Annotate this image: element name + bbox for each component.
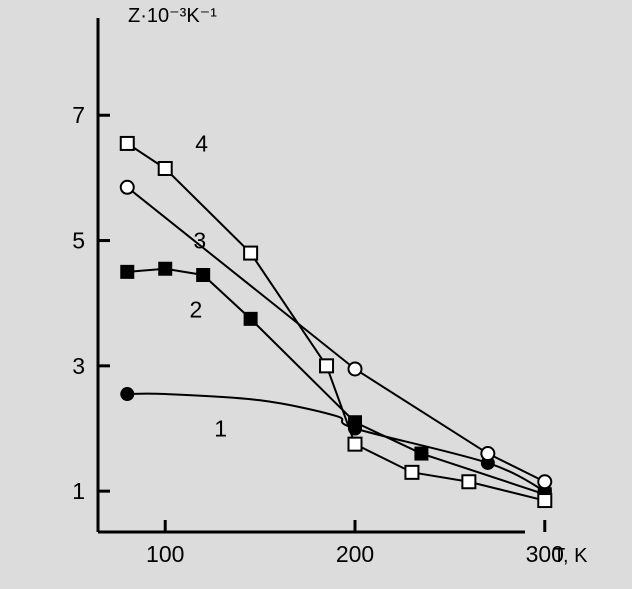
point-2 [243,311,258,326]
point-3 [347,361,363,377]
point-4 [157,160,173,176]
point-4 [461,474,477,490]
point-4 [404,464,420,480]
point-4 [537,493,553,509]
x-axis-title: T, K [553,545,588,567]
curve-label-2: 2 [190,296,203,322]
point-3 [480,446,496,462]
x-tick-label: 200 [336,541,374,567]
y-tick-label: 7 [72,102,85,128]
curve-label-3: 3 [193,228,206,254]
point-4 [319,358,335,374]
series-line-4 [126,142,546,502]
point-4 [347,436,363,452]
y-tick-label: 5 [72,228,85,254]
point-3 [537,474,553,490]
curve-label-1: 1 [214,415,227,441]
point-3 [119,179,135,195]
y-tick-label: 1 [72,478,85,504]
y-axis-title: Z·10⁻³K⁻¹ [128,5,217,27]
point-2 [414,446,429,461]
curve-label-4: 4 [195,130,208,156]
series-line-3 [126,186,546,483]
point-1 [120,387,135,402]
point-2 [348,415,362,430]
point-2 [120,264,135,279]
axis-ticks: 1 3 5 7 100 200 300 [72,102,564,567]
point-4 [119,135,135,151]
point-4 [243,245,259,261]
x-tick-label: 300 [526,541,564,567]
curve-labels: 1 2 3 4 [190,130,227,441]
point-2 [196,268,211,282]
markers [119,135,553,509]
axes: Z·10⁻³K⁻¹ T, K 1 3 5 7 100 200 300 [72,5,588,567]
y-tick-label: 3 [72,353,85,379]
x-tick-label: 100 [146,541,184,567]
point-2 [158,261,173,276]
